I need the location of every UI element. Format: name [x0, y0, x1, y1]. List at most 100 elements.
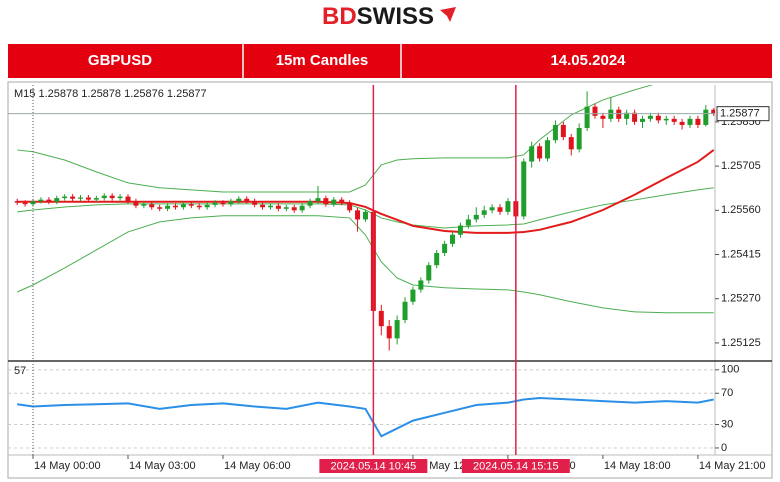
- candle-body: [133, 201, 139, 206]
- candle-body: [38, 199, 44, 202]
- header-bar: [8, 44, 772, 78]
- candle-body: [552, 124, 558, 141]
- candle-body: [291, 207, 297, 211]
- candle-body: [560, 124, 566, 138]
- logo-arrow: [440, 7, 456, 22]
- candle-body: [600, 115, 606, 119]
- last-price-label: 1.25877: [720, 108, 760, 120]
- candle-body: [22, 202, 28, 205]
- info-line: M15 1.25878 1.25878 1.25876 1.25877: [14, 88, 207, 100]
- candle-body: [545, 140, 551, 159]
- candle-body: [355, 210, 361, 220]
- candle-body: [671, 118, 677, 122]
- candle-body: [505, 201, 511, 212]
- candle-body: [489, 207, 495, 211]
- last-price-box: [716, 106, 770, 122]
- candle-body: [188, 204, 194, 206]
- candle-body: [711, 109, 715, 114]
- candle-body: [109, 195, 115, 199]
- candle-body: [252, 201, 258, 205]
- candle-body: [450, 234, 456, 244]
- y-tick-label: 100: [721, 364, 739, 376]
- candle-body: [93, 198, 99, 200]
- marker-label: 2024.05.14 15:15: [473, 460, 559, 472]
- candle-body: [402, 301, 408, 321]
- candle-body: [639, 118, 645, 122]
- candle-body: [529, 146, 535, 162]
- candle-body: [592, 106, 598, 116]
- candle-body: [378, 310, 384, 327]
- candle-body: [165, 205, 171, 209]
- candle-body: [576, 127, 582, 150]
- candle-body: [473, 214, 479, 220]
- candle-body: [149, 204, 155, 208]
- logo-part: BD: [322, 3, 357, 30]
- y-tick-label: 1.25560: [721, 204, 761, 216]
- y-tick-label: 30: [721, 418, 733, 430]
- candle-body: [141, 204, 147, 206]
- candle-body: [267, 205, 273, 208]
- candle-body: [46, 199, 52, 202]
- candle-body: [465, 219, 471, 226]
- candle-body: [703, 109, 709, 125]
- candle-body: [647, 115, 653, 119]
- candle-body: [70, 196, 76, 199]
- y-tick-label: 1.25705: [721, 160, 761, 172]
- rsi-line: [17, 396, 714, 438]
- candle-body: [236, 198, 242, 202]
- candle-body: [157, 207, 163, 209]
- header-cell: GBPUSD: [88, 52, 152, 69]
- candle-body: [568, 137, 574, 150]
- y-tick-label: 1.25270: [721, 293, 761, 305]
- candle-body: [481, 210, 487, 215]
- candle-body: [275, 205, 281, 209]
- x-tick-label: 14 May 06:00: [224, 460, 291, 472]
- candle-body: [78, 197, 84, 199]
- candle-body: [323, 198, 329, 205]
- candle-body: [457, 225, 463, 235]
- indicator-line: [17, 187, 714, 229]
- candle-body: [228, 201, 234, 205]
- candle-body: [537, 146, 543, 159]
- candle-body: [172, 205, 178, 208]
- x-tick-label: 14 May 00:00: [34, 460, 101, 472]
- candle-body: [497, 207, 503, 212]
- x-tick-label: 14 May 21:00: [699, 460, 766, 472]
- candle-body: [410, 289, 416, 302]
- marker-label: 2024.05.14 10:45: [331, 460, 417, 472]
- candle-body: [426, 265, 432, 281]
- candle-body: [125, 196, 131, 202]
- indicator-line: [17, 149, 715, 234]
- candle-body: [394, 320, 400, 339]
- candle-body: [347, 202, 353, 211]
- candle-body: [117, 196, 123, 199]
- candle-body: [679, 121, 685, 125]
- y-tick-label: 70: [721, 387, 733, 399]
- candle-body: [632, 112, 638, 122]
- candle-body: [442, 243, 448, 253]
- marker-label-box: [319, 459, 428, 473]
- candle-body: [85, 197, 91, 200]
- candle-body: [608, 109, 614, 119]
- candle-body: [616, 109, 622, 119]
- candle-body: [212, 202, 218, 205]
- candle-body: [315, 198, 321, 202]
- chart-frame: [7, 81, 773, 479]
- candle-body: [283, 207, 289, 209]
- logo: BDSWISS: [322, 3, 434, 30]
- main-panel: [14, 85, 715, 351]
- candle-body: [204, 204, 210, 208]
- x-tick-label: 14 May 18:00: [604, 460, 671, 472]
- candle-body: [62, 196, 68, 199]
- candle-body: [307, 201, 313, 206]
- y-tick-label: 1.25415: [721, 248, 761, 260]
- candle-body: [299, 205, 305, 211]
- candle-body: [101, 195, 107, 199]
- candle-body: [331, 199, 337, 205]
- marker-label-box: [461, 459, 570, 473]
- candle-body: [624, 112, 630, 119]
- overlay-layer: 10070300571.258501.257051.255601.254151.…: [8, 85, 770, 473]
- candle-body: [434, 252, 440, 266]
- y-tick-label: 0: [721, 442, 727, 454]
